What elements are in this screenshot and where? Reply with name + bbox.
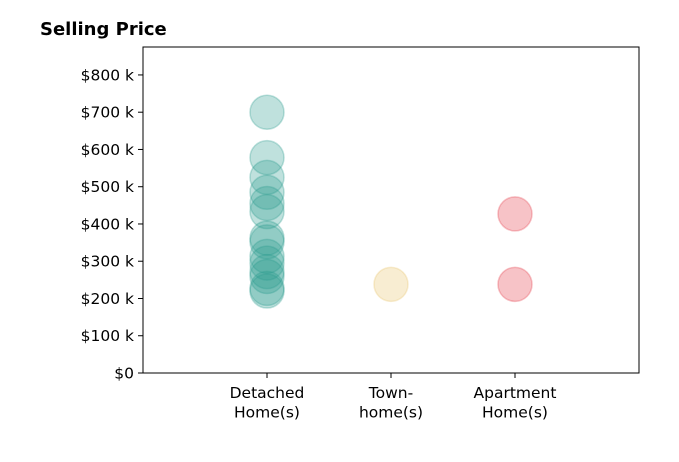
x-tick-label: Apartment (474, 384, 557, 402)
x-tick-label: home(s) (359, 404, 423, 422)
y-tick-label: $500 k (81, 178, 134, 196)
x-tick-label: Home(s) (234, 404, 300, 422)
data-point (249, 245, 285, 281)
plot-frame (142, 46, 640, 374)
data-point (249, 224, 285, 260)
data-point (249, 159, 285, 196)
data-points (249, 94, 533, 309)
data-point (249, 270, 285, 307)
x-tick-label: Town- (368, 384, 413, 402)
y-tick-label: $0 (114, 365, 134, 383)
data-point (249, 220, 285, 256)
y-tick-label: $600 k (81, 141, 134, 159)
data-point (249, 258, 285, 295)
chart-title: Selling Price (40, 19, 167, 40)
data-point (249, 185, 285, 222)
data-point (249, 139, 285, 176)
y-tick-label: $800 k (81, 66, 134, 84)
x-axis: Detached Home(s) Town-home(s) Apartment Home… (230, 373, 557, 422)
data-point (249, 253, 285, 290)
data-point (249, 238, 285, 275)
y-tick-label: $300 k (81, 253, 134, 271)
y-axis: $0 $100 k $200 k $300 k $400 k $500 k $600 k $7… (81, 66, 143, 383)
data-point (249, 193, 285, 230)
x-tick-label: Home(s) (482, 404, 548, 422)
data-point (249, 94, 285, 130)
y-tick-label: $700 k (81, 104, 134, 122)
y-tick-label: $400 k (81, 215, 134, 233)
data-point (249, 174, 285, 211)
x-tick-label: Detached (230, 384, 305, 402)
y-tick-label: $100 k (81, 327, 134, 345)
data-point (497, 266, 533, 303)
data-point (497, 196, 533, 232)
data-point (373, 266, 409, 303)
y-tick-label: $200 k (81, 290, 134, 308)
data-point (249, 273, 285, 309)
